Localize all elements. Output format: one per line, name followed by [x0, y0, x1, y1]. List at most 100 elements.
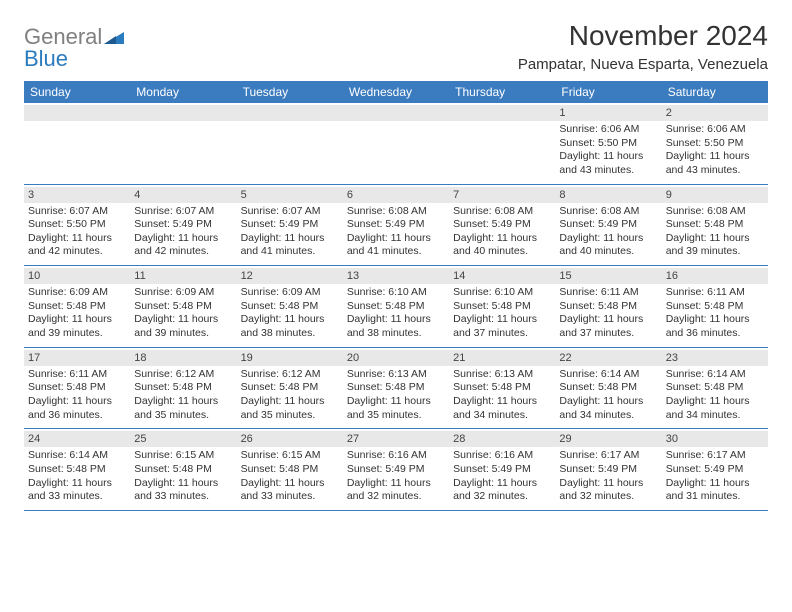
- daylight-text: and 35 minutes.: [134, 409, 232, 423]
- day-cell: 18Sunrise: 6:12 AMSunset: 5:48 PMDayligh…: [130, 348, 236, 429]
- daylight-text: Daylight: 11 hours: [559, 477, 657, 491]
- day-number: 1: [555, 105, 661, 121]
- daylight-text: Daylight: 11 hours: [134, 477, 232, 491]
- day-number: 27: [343, 431, 449, 447]
- day-cell: 28Sunrise: 6:16 AMSunset: 5:49 PMDayligh…: [449, 429, 555, 510]
- daylight-text: and 32 minutes.: [347, 490, 445, 504]
- sunset-text: Sunset: 5:48 PM: [241, 381, 339, 395]
- day-cell: [24, 103, 130, 184]
- month-title: November 2024: [518, 20, 768, 52]
- daylight-text: Daylight: 11 hours: [241, 313, 339, 327]
- empty-day-band: [130, 105, 236, 121]
- header: GeneralBlue November 2024 Pampatar, Nuev…: [24, 20, 768, 73]
- sunset-text: Sunset: 5:48 PM: [559, 300, 657, 314]
- dow-tuesday: Tuesday: [237, 81, 343, 103]
- daylight-text: Daylight: 11 hours: [453, 477, 551, 491]
- daylight-text: and 39 minutes.: [28, 327, 126, 341]
- daylight-text: and 37 minutes.: [453, 327, 551, 341]
- daylight-text: Daylight: 11 hours: [666, 232, 764, 246]
- dow-wednesday: Wednesday: [343, 81, 449, 103]
- daylight-text: Daylight: 11 hours: [241, 395, 339, 409]
- daylight-text: Daylight: 11 hours: [559, 395, 657, 409]
- daylight-text: Daylight: 11 hours: [28, 232, 126, 246]
- sunrise-text: Sunrise: 6:16 AM: [347, 449, 445, 463]
- daylight-text: and 38 minutes.: [347, 327, 445, 341]
- sunset-text: Sunset: 5:49 PM: [453, 463, 551, 477]
- sunset-text: Sunset: 5:49 PM: [559, 463, 657, 477]
- sunset-text: Sunset: 5:48 PM: [241, 300, 339, 314]
- day-number: 21: [449, 350, 555, 366]
- day-number: 16: [662, 268, 768, 284]
- day-cell: 9Sunrise: 6:08 AMSunset: 5:48 PMDaylight…: [662, 185, 768, 266]
- daylight-text: Daylight: 11 hours: [28, 313, 126, 327]
- day-number: 24: [24, 431, 130, 447]
- day-cell: 24Sunrise: 6:14 AMSunset: 5:48 PMDayligh…: [24, 429, 130, 510]
- daylight-text: Daylight: 11 hours: [559, 313, 657, 327]
- day-cell: 11Sunrise: 6:09 AMSunset: 5:48 PMDayligh…: [130, 266, 236, 347]
- daylight-text: Daylight: 11 hours: [241, 232, 339, 246]
- location-text: Pampatar, Nueva Esparta, Venezuela: [518, 56, 768, 73]
- day-cell: [449, 103, 555, 184]
- empty-day-band: [24, 105, 130, 121]
- empty-day-band: [343, 105, 449, 121]
- day-number: 13: [343, 268, 449, 284]
- daylight-text: and 39 minutes.: [666, 245, 764, 259]
- sunset-text: Sunset: 5:48 PM: [347, 381, 445, 395]
- sunset-text: Sunset: 5:49 PM: [241, 218, 339, 232]
- sunset-text: Sunset: 5:49 PM: [347, 218, 445, 232]
- daylight-text: and 35 minutes.: [347, 409, 445, 423]
- logo-text: GeneralBlue: [24, 26, 124, 70]
- week-row: 10Sunrise: 6:09 AMSunset: 5:48 PMDayligh…: [24, 266, 768, 348]
- sunset-text: Sunset: 5:48 PM: [666, 381, 764, 395]
- day-number: 11: [130, 268, 236, 284]
- sunrise-text: Sunrise: 6:10 AM: [347, 286, 445, 300]
- day-cell: 30Sunrise: 6:17 AMSunset: 5:49 PMDayligh…: [662, 429, 768, 510]
- day-cell: 23Sunrise: 6:14 AMSunset: 5:48 PMDayligh…: [662, 348, 768, 429]
- sunrise-text: Sunrise: 6:08 AM: [453, 205, 551, 219]
- sunset-text: Sunset: 5:48 PM: [134, 463, 232, 477]
- day-number: 22: [555, 350, 661, 366]
- day-cell: 16Sunrise: 6:11 AMSunset: 5:48 PMDayligh…: [662, 266, 768, 347]
- sunset-text: Sunset: 5:48 PM: [134, 381, 232, 395]
- sunrise-text: Sunrise: 6:07 AM: [134, 205, 232, 219]
- logo-word2: Blue: [24, 46, 68, 71]
- sunrise-text: Sunrise: 6:14 AM: [666, 368, 764, 382]
- daylight-text: Daylight: 11 hours: [241, 477, 339, 491]
- sunrise-text: Sunrise: 6:06 AM: [666, 123, 764, 137]
- day-number: 10: [24, 268, 130, 284]
- daylight-text: and 41 minutes.: [347, 245, 445, 259]
- day-number: 2: [662, 105, 768, 121]
- day-number: 25: [130, 431, 236, 447]
- sunrise-text: Sunrise: 6:08 AM: [559, 205, 657, 219]
- daylight-text: and 42 minutes.: [134, 245, 232, 259]
- day-number: 5: [237, 187, 343, 203]
- sunrise-text: Sunrise: 6:13 AM: [347, 368, 445, 382]
- day-number: 18: [130, 350, 236, 366]
- sunset-text: Sunset: 5:49 PM: [347, 463, 445, 477]
- daylight-text: and 32 minutes.: [559, 490, 657, 504]
- day-number: 3: [24, 187, 130, 203]
- daylight-text: and 37 minutes.: [559, 327, 657, 341]
- daylight-text: and 41 minutes.: [241, 245, 339, 259]
- sunset-text: Sunset: 5:50 PM: [666, 137, 764, 151]
- day-number: 28: [449, 431, 555, 447]
- day-number: 30: [662, 431, 768, 447]
- day-cell: 26Sunrise: 6:15 AMSunset: 5:48 PMDayligh…: [237, 429, 343, 510]
- day-cell: 22 Sunrise: 6:14 AMSunset: 5:48 PMDayligh…: [555, 348, 661, 429]
- daylight-text: Daylight: 11 hours: [347, 477, 445, 491]
- day-of-week-header: Sunday Monday Tuesday Wednesday Thursday…: [24, 81, 768, 103]
- sunrise-text: Sunrise: 6:14 AM: [559, 368, 657, 382]
- day-number: 12: [237, 268, 343, 284]
- day-cell: 13Sunrise: 6:10 AMSunset: 5:48 PMDayligh…: [343, 266, 449, 347]
- day-cell: 6Sunrise: 6:08 AMSunset: 5:49 PMDaylight…: [343, 185, 449, 266]
- daylight-text: Daylight: 11 hours: [28, 477, 126, 491]
- daylight-text: Daylight: 11 hours: [666, 313, 764, 327]
- day-number: 6: [343, 187, 449, 203]
- daylight-text: Daylight: 11 hours: [453, 232, 551, 246]
- sunset-text: Sunset: 5:48 PM: [28, 300, 126, 314]
- daylight-text: and 36 minutes.: [666, 327, 764, 341]
- day-number: 14: [449, 268, 555, 284]
- calendar-grid: Sunday Monday Tuesday Wednesday Thursday…: [24, 81, 768, 511]
- day-number: 26: [237, 431, 343, 447]
- sunset-text: Sunset: 5:48 PM: [559, 381, 657, 395]
